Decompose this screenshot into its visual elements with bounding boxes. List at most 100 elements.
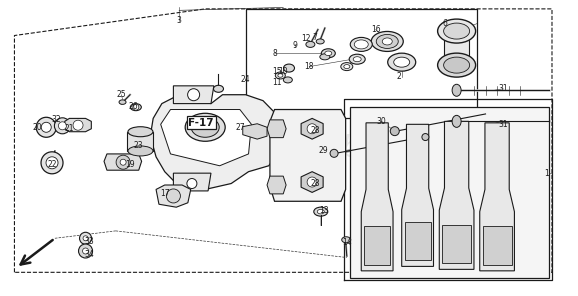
Polygon shape bbox=[65, 118, 91, 132]
Ellipse shape bbox=[314, 207, 328, 216]
Ellipse shape bbox=[388, 53, 416, 71]
Polygon shape bbox=[150, 95, 280, 189]
Text: 23: 23 bbox=[134, 141, 143, 149]
Text: 31: 31 bbox=[498, 84, 507, 93]
Text: F-17: F-17 bbox=[188, 118, 214, 128]
Ellipse shape bbox=[354, 40, 368, 49]
Ellipse shape bbox=[382, 38, 392, 45]
Ellipse shape bbox=[191, 117, 219, 137]
Ellipse shape bbox=[283, 77, 292, 83]
Circle shape bbox=[46, 157, 58, 169]
Text: 1: 1 bbox=[544, 169, 549, 178]
Text: 18: 18 bbox=[305, 62, 314, 71]
Ellipse shape bbox=[316, 39, 324, 44]
Text: 20: 20 bbox=[33, 123, 42, 132]
Text: 25: 25 bbox=[117, 90, 126, 99]
Circle shape bbox=[41, 152, 63, 174]
Ellipse shape bbox=[350, 37, 372, 52]
Text: 7: 7 bbox=[313, 33, 317, 41]
Text: 32: 32 bbox=[52, 115, 61, 124]
Ellipse shape bbox=[438, 19, 476, 43]
Polygon shape bbox=[267, 176, 286, 194]
Ellipse shape bbox=[341, 62, 353, 71]
Text: 33: 33 bbox=[85, 237, 94, 246]
Polygon shape bbox=[442, 225, 471, 263]
Text: 27: 27 bbox=[235, 123, 244, 132]
Polygon shape bbox=[483, 226, 512, 265]
Text: 28: 28 bbox=[310, 126, 320, 135]
Ellipse shape bbox=[444, 23, 469, 39]
Circle shape bbox=[79, 244, 92, 258]
Circle shape bbox=[133, 104, 139, 110]
Polygon shape bbox=[270, 110, 346, 201]
Polygon shape bbox=[243, 124, 267, 139]
Polygon shape bbox=[480, 123, 514, 271]
Text: 8: 8 bbox=[272, 49, 277, 58]
Circle shape bbox=[330, 149, 338, 157]
Polygon shape bbox=[161, 110, 251, 166]
Ellipse shape bbox=[376, 34, 398, 49]
Text: 29: 29 bbox=[319, 147, 328, 155]
Text: 12: 12 bbox=[302, 34, 311, 43]
Circle shape bbox=[307, 124, 317, 134]
Ellipse shape bbox=[353, 57, 361, 62]
Text: 22: 22 bbox=[47, 160, 57, 169]
Circle shape bbox=[422, 133, 429, 141]
Ellipse shape bbox=[283, 64, 295, 72]
Polygon shape bbox=[173, 173, 211, 191]
Ellipse shape bbox=[213, 85, 224, 92]
Ellipse shape bbox=[371, 31, 403, 52]
Polygon shape bbox=[361, 123, 393, 271]
Ellipse shape bbox=[452, 84, 461, 96]
Ellipse shape bbox=[275, 72, 286, 79]
Text: 16: 16 bbox=[371, 25, 380, 34]
Ellipse shape bbox=[317, 209, 324, 214]
Polygon shape bbox=[156, 185, 191, 207]
Text: 9: 9 bbox=[292, 41, 297, 50]
Text: 30: 30 bbox=[377, 117, 386, 126]
Ellipse shape bbox=[130, 104, 142, 111]
Text: 19: 19 bbox=[125, 160, 135, 169]
Circle shape bbox=[187, 178, 197, 189]
Circle shape bbox=[166, 189, 180, 203]
Ellipse shape bbox=[185, 113, 225, 141]
Ellipse shape bbox=[342, 237, 351, 243]
Text: 3: 3 bbox=[177, 16, 181, 25]
Polygon shape bbox=[301, 118, 323, 139]
Polygon shape bbox=[267, 120, 286, 138]
Circle shape bbox=[390, 127, 399, 136]
Ellipse shape bbox=[344, 65, 350, 69]
Ellipse shape bbox=[320, 54, 330, 60]
Circle shape bbox=[83, 248, 88, 254]
Text: 21: 21 bbox=[65, 124, 74, 133]
Polygon shape bbox=[301, 172, 323, 192]
Polygon shape bbox=[104, 154, 142, 170]
Ellipse shape bbox=[278, 74, 283, 77]
Text: 31: 31 bbox=[498, 120, 507, 129]
Text: 14: 14 bbox=[342, 238, 351, 247]
Text: 10: 10 bbox=[279, 67, 288, 75]
Bar bbox=[127, 132, 153, 151]
Text: 34: 34 bbox=[85, 250, 94, 259]
Circle shape bbox=[307, 177, 317, 187]
Circle shape bbox=[73, 120, 83, 130]
Polygon shape bbox=[405, 222, 431, 260]
Text: parts.republic: parts.republic bbox=[183, 133, 395, 163]
Ellipse shape bbox=[438, 53, 476, 77]
Circle shape bbox=[83, 236, 88, 241]
Ellipse shape bbox=[444, 57, 469, 73]
Text: 2: 2 bbox=[397, 73, 401, 81]
Circle shape bbox=[36, 117, 56, 137]
Circle shape bbox=[188, 89, 199, 101]
Ellipse shape bbox=[452, 115, 461, 127]
Text: 28: 28 bbox=[310, 179, 320, 188]
Ellipse shape bbox=[306, 41, 315, 47]
Circle shape bbox=[54, 118, 71, 134]
Ellipse shape bbox=[325, 51, 332, 56]
Circle shape bbox=[120, 159, 126, 165]
Bar bbox=[444, 31, 469, 65]
Ellipse shape bbox=[128, 127, 153, 137]
Polygon shape bbox=[402, 124, 434, 266]
Text: 15: 15 bbox=[273, 67, 282, 75]
Ellipse shape bbox=[119, 100, 126, 104]
